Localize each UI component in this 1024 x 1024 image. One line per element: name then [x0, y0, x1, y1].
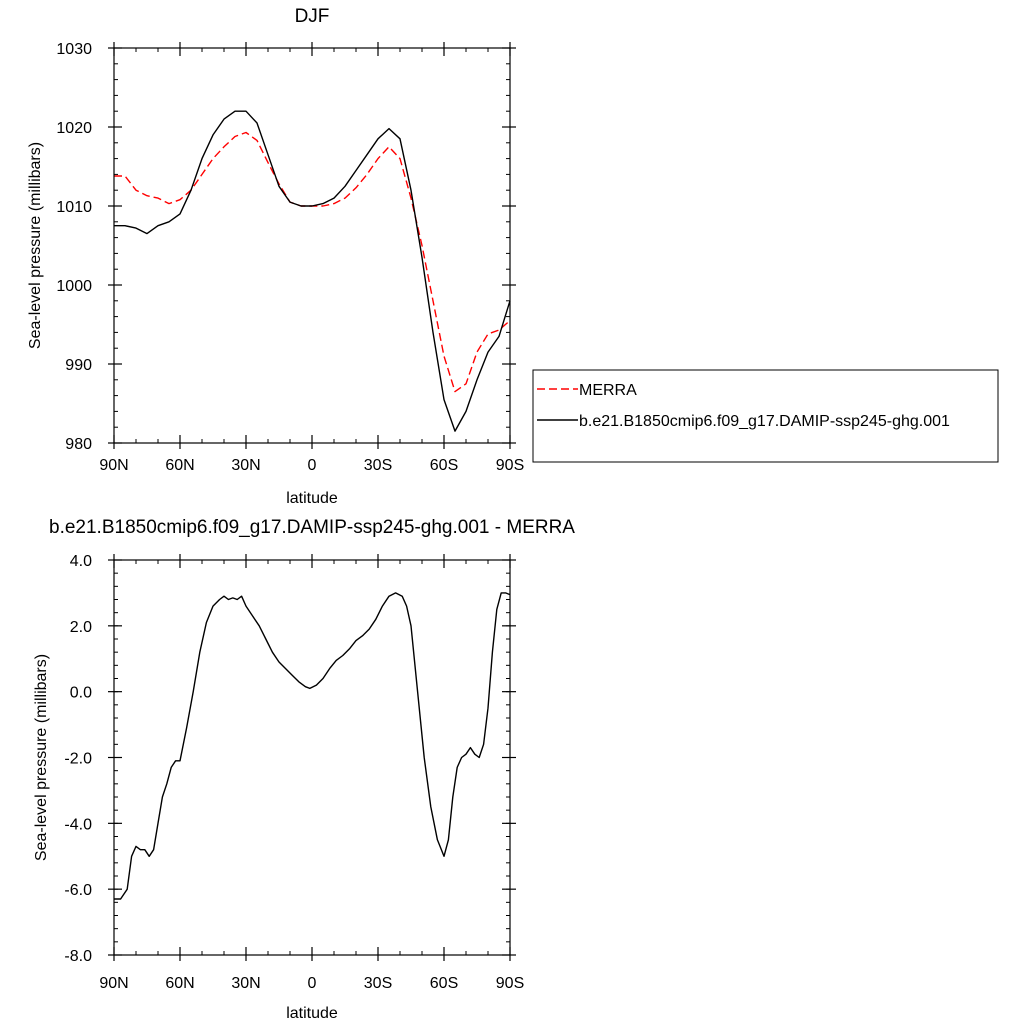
- bottom-y-tick-label: 0.0: [70, 685, 92, 702]
- bottom-plot-frame: [113, 559, 511, 956]
- bottom-x-tick-label: 90S: [496, 975, 524, 992]
- top-y-tick-label: 1010: [56, 199, 92, 216]
- top-x-tick-label: 0: [308, 457, 317, 474]
- top-x-tick-label: 60N: [165, 457, 194, 474]
- bottom-y-tick-label: -2.0: [64, 751, 92, 768]
- legend-label-1: MERRA: [579, 382, 637, 399]
- top-y-tick-label: 1000: [56, 278, 92, 295]
- top-series-line-2: [114, 110, 511, 432]
- top-x-tick-label: 60S: [430, 457, 458, 474]
- bottom-chart-panel: b.e21.B1850cmip6.f09_g17.DAMIP-ssp245-gh…: [33, 517, 575, 1022]
- bottom-x-tick-label: 60S: [430, 975, 458, 992]
- top-x-tick-label: 90S: [496, 457, 524, 474]
- bottom-chart-title: b.e21.B1850cmip6.f09_g17.DAMIP-ssp245-gh…: [49, 517, 575, 538]
- top-x-tick-label: 30S: [364, 457, 392, 474]
- top-x-tick-label: 30N: [231, 457, 260, 474]
- bottom-series-line-1: [114, 592, 511, 900]
- top-y-tick-label: 1020: [56, 120, 92, 137]
- bottom-x-tick-label: 30S: [364, 975, 392, 992]
- bottom-y-tick-label: -4.0: [64, 816, 92, 833]
- top-plot-frame: [113, 47, 511, 444]
- top-y-tick-label: 980: [65, 436, 92, 453]
- bottom-y-tick-label: 4.0: [70, 553, 92, 570]
- top-x-tick-label: 90N: [99, 457, 128, 474]
- bottom-x-tick-label: 30N: [231, 975, 260, 992]
- top-chart-panel: DJF 980 990 1000 1010 1020 1030 90N 60N 30N 0 30S 60…: [27, 6, 999, 507]
- bottom-x-axis-title: latitude: [286, 1005, 338, 1022]
- bottom-y-tick-label: -8.0: [64, 948, 92, 965]
- bottom-x-tick-label: 0: [308, 975, 317, 992]
- top-y-tick-label: 990: [65, 357, 92, 374]
- top-chart-title: DJF: [295, 6, 330, 27]
- top-series-line-1: [114, 131, 511, 393]
- legend-label-2: b.e21.B1850cmip6.f09_g17.DAMIP-ssp245-gh…: [579, 413, 950, 430]
- top-x-axis-title: latitude: [286, 490, 338, 507]
- bottom-y-axis-title: Sea-level pressure (millibars): [33, 654, 50, 861]
- bottom-y-tick-label: -6.0: [64, 882, 92, 899]
- legend-box: [532, 369, 999, 463]
- top-y-axis-title: Sea-level pressure (millibars): [27, 142, 44, 349]
- bottom-x-tick-label: 90N: [99, 975, 128, 992]
- bottom-y-tick-label: 2.0: [70, 619, 92, 636]
- top-y-tick-label: 1030: [56, 41, 92, 58]
- bottom-x-tick-label: 60N: [165, 975, 194, 992]
